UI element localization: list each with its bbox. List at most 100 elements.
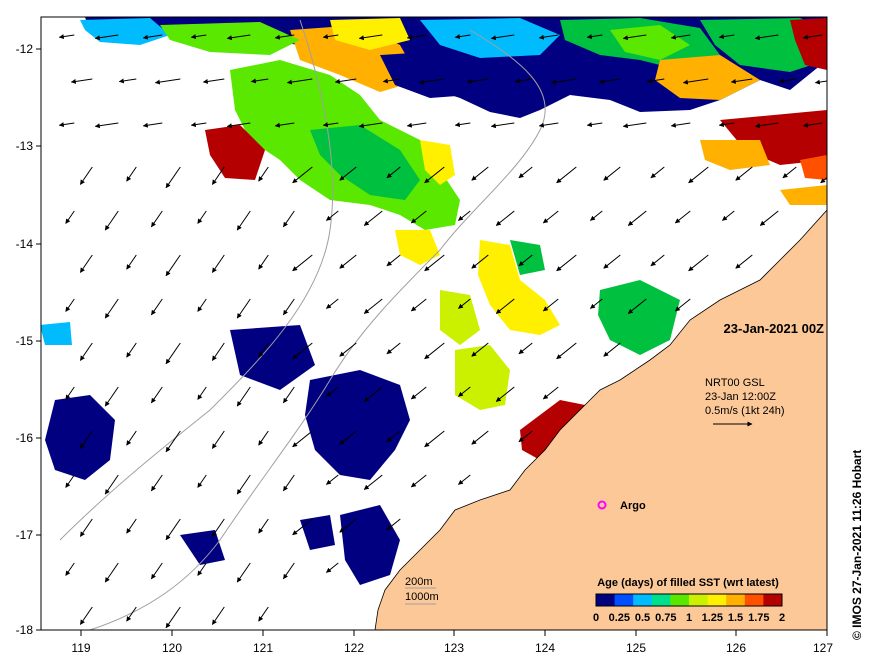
lat-tick-label: -17 — [16, 528, 34, 542]
current-vector-arrow — [650, 254, 665, 267]
colorbar-tick-label: 1 — [686, 612, 692, 624]
current-vector-arrow — [104, 562, 119, 583]
current-vector-arrow — [104, 298, 119, 319]
current-vector-arrow — [226, 122, 251, 129]
current-vector-arrow — [65, 562, 75, 576]
current-vector-arrow — [542, 298, 559, 312]
current-vector-arrow — [79, 606, 93, 625]
current-vector-arrow — [454, 34, 471, 40]
patch-red-west — [205, 125, 265, 180]
current-vector-arrow — [495, 386, 515, 402]
current-vector-arrow — [802, 122, 823, 128]
current-vector-arrow — [382, 78, 401, 84]
current-vector-arrow — [282, 562, 295, 580]
argo-float-marker: Argo — [597, 500, 646, 512]
patch-navy-w3 — [45, 395, 115, 480]
current-vector-arrow — [339, 518, 357, 533]
current-vector-arrow — [211, 342, 225, 361]
current-vector-arrow — [471, 254, 489, 269]
current-legend: NRT00 GSL 23-Jan 12:00Z 0.5m/s (1kt 24h) — [705, 377, 784, 427]
current-vector-arrow — [236, 562, 251, 583]
patch-green-3 — [598, 280, 680, 355]
current-vector-arrow — [603, 342, 621, 357]
current-vector-arrow — [211, 430, 225, 449]
patch-green-central — [310, 125, 420, 200]
current-vector-arrow — [759, 210, 779, 226]
current-vector-arrow — [150, 562, 163, 580]
current-vector-arrow — [622, 34, 647, 41]
current-vector-arrow — [590, 210, 603, 221]
lat-tick-label: -12 — [16, 42, 34, 56]
current-vector-arrow — [65, 298, 75, 312]
sst-age-patches — [41, 17, 827, 585]
current-vector-arrow — [674, 210, 691, 224]
current-vector-arrow — [165, 606, 181, 629]
colorbar-swatch — [633, 594, 653, 606]
current-vector-arrow — [590, 298, 603, 309]
current-vector-arrow — [126, 166, 137, 182]
current-vector-arrow — [424, 342, 445, 360]
colorbar-swatches — [595, 593, 783, 607]
current-vector-arrow — [126, 342, 137, 358]
current-vector-arrow — [674, 298, 691, 312]
current-vector-arrow — [339, 254, 357, 269]
current-vector-arrow — [514, 78, 533, 84]
colorbar-tick-label: 0.75 — [655, 612, 676, 624]
current-vector-arrow — [339, 430, 357, 445]
colorbar-tick-label: 2 — [779, 612, 785, 624]
current-vector-arrow — [424, 430, 445, 448]
current-vector-arrow — [650, 166, 665, 179]
current-vector-arrow — [603, 254, 621, 269]
current-vector-arrow — [65, 386, 75, 400]
current-vector-arrow — [718, 122, 735, 128]
current-vector-arrow — [627, 210, 647, 226]
patch-red-ne — [790, 18, 827, 70]
current-vector-arrow — [386, 254, 401, 267]
current-vector-arrow — [142, 34, 163, 40]
patch-navy-s3 — [300, 515, 335, 550]
current-vector-arrow — [735, 254, 753, 269]
colorbar-tick-label: 0.5 — [635, 612, 650, 624]
current-vector-arrow — [165, 166, 181, 189]
patch-navy-s1 — [340, 505, 400, 585]
current-vector-arrow — [754, 122, 779, 129]
lon-tick-label: 121 — [253, 641, 273, 655]
current-vector-arrow — [282, 298, 295, 316]
current-vector-arrow — [79, 166, 93, 185]
current-vector-arrow — [550, 78, 577, 85]
current-vector-arrow — [79, 342, 93, 361]
current-vector-arrow — [104, 210, 119, 231]
current-vector-arrow — [586, 122, 603, 128]
patch-lime-top — [610, 25, 690, 60]
current-vector-arrow — [538, 34, 559, 40]
current-vector-arrow — [282, 210, 295, 228]
current-vector-arrow — [688, 166, 709, 184]
lon-tick-label: 119 — [71, 641, 90, 655]
current-vector-arrow — [322, 34, 339, 40]
patch-orange-east — [700, 140, 770, 170]
current-vector-arrow — [226, 34, 251, 41]
current-vector-arrow — [258, 254, 269, 270]
current-vector-arrow — [282, 474, 295, 492]
current-vector-arrow — [406, 34, 427, 40]
patch-orange-east-2 — [800, 155, 827, 180]
current-vector-arrow — [154, 78, 181, 85]
current-vector-arrow — [150, 298, 163, 316]
lon-tick-label: 127 — [813, 641, 833, 655]
colorbar-swatch — [763, 594, 783, 606]
current-vector-arrow — [197, 474, 207, 488]
current-vector-arrow — [518, 166, 533, 179]
current-vector-arrow — [65, 474, 75, 488]
current-vector-arrow — [490, 34, 515, 41]
current-vector-arrow — [190, 34, 207, 40]
current-vector-arrow — [542, 386, 559, 400]
current-vector-arrow — [363, 386, 383, 402]
current-vector-arrow — [735, 166, 753, 181]
contour-200m — [89, 29, 546, 630]
current-vector-arrow — [556, 342, 577, 360]
current-vector-arrow — [79, 254, 93, 273]
current-vector-arrow — [94, 34, 119, 41]
current-vector-arrow — [622, 122, 647, 129]
patch-cyan-w — [41, 322, 72, 345]
current-vector-arrow — [670, 122, 691, 128]
